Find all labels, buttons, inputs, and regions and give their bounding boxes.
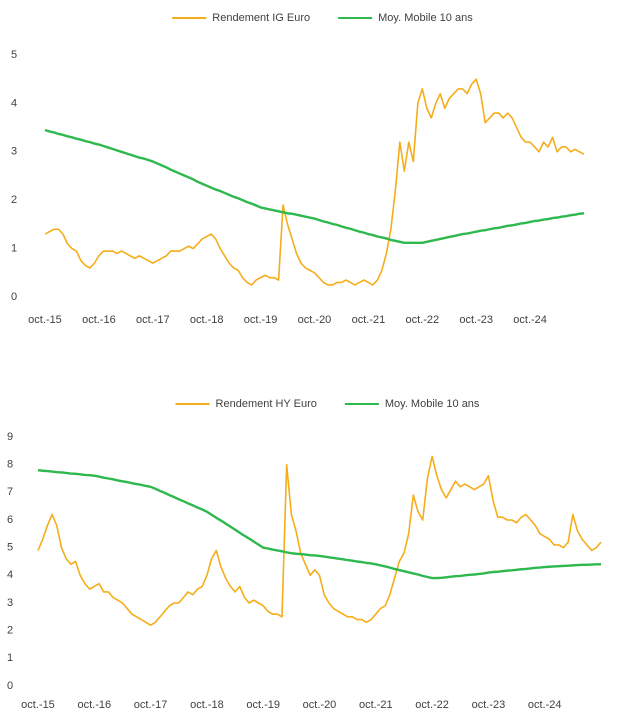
y-tick-label: 2 — [11, 194, 17, 206]
x-tick-label: oct.-21 — [359, 699, 393, 711]
x-tick-label: oct.-24 — [513, 314, 547, 326]
x-tick-label: oct.-19 — [244, 314, 278, 326]
legend-label: Rendement IG Euro — [212, 12, 310, 24]
x-tick-label: oct.-23 — [472, 699, 506, 711]
y-tick-label: 2 — [7, 625, 13, 637]
y-tick-label: 3 — [7, 597, 13, 609]
series-line — [44, 128, 585, 244]
x-tick-label: oct.-20 — [298, 314, 332, 326]
x-tick-label: oct.-20 — [303, 699, 337, 711]
y-tick-label: 5 — [11, 49, 17, 61]
series-line — [37, 469, 601, 580]
y-tick-label: 4 — [11, 97, 17, 109]
y-tick-label: 1 — [7, 652, 13, 664]
x-tick-label: oct.-15 — [21, 699, 55, 711]
series-line — [44, 78, 585, 286]
x-tick-label: oct.-19 — [246, 699, 280, 711]
y-tick-label: 4 — [7, 569, 13, 581]
legend-label: Moy. Mobile 10 ans — [385, 398, 480, 410]
x-tick-label: oct.-16 — [77, 699, 111, 711]
x-tick-label: oct.-18 — [190, 699, 224, 711]
y-tick-label: 0 — [7, 680, 13, 692]
y-tick-label: 5 — [7, 542, 13, 554]
y-tick-label: 8 — [7, 459, 13, 471]
x-tick-label: oct.-22 — [415, 699, 449, 711]
x-tick-label: oct.-23 — [459, 314, 493, 326]
x-tick-label: oct.-21 — [352, 314, 386, 326]
x-tick-label: oct.-24 — [528, 699, 562, 711]
y-tick-label: 7 — [7, 486, 13, 498]
y-tick-label: 1 — [11, 243, 17, 255]
legend-label: Rendement HY Euro — [216, 398, 317, 410]
x-tick-label: oct.-15 — [28, 314, 62, 326]
x-tick-label: oct.-17 — [136, 314, 170, 326]
x-tick-label: oct.-18 — [190, 314, 224, 326]
y-tick-label: 9 — [7, 431, 13, 443]
x-tick-label: oct.-22 — [405, 314, 439, 326]
series-line — [37, 455, 602, 626]
y-tick-label: 6 — [7, 514, 13, 526]
x-tick-label: oct.-16 — [82, 314, 116, 326]
legend-label: Moy. Mobile 10 ans — [378, 12, 473, 24]
y-tick-label: 0 — [11, 291, 17, 303]
y-tick-label: 3 — [11, 146, 17, 158]
x-tick-label: oct.-17 — [134, 699, 168, 711]
